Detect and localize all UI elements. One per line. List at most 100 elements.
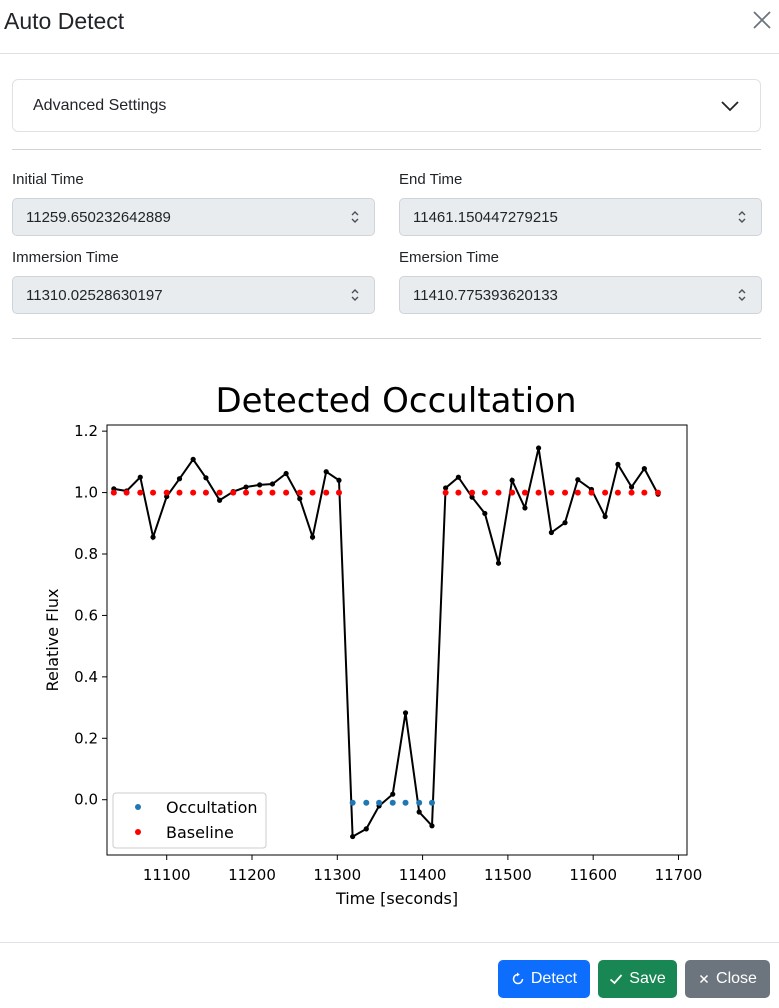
close-button[interactable]: Close [685,960,770,998]
flux-point [641,466,647,472]
flux-point [548,529,554,536]
x-icon [700,974,709,984]
close-button-label: Close [716,970,757,987]
flux-point [190,456,196,462]
flux-point [469,494,475,500]
baseline-point [641,489,648,496]
flux-point [297,496,303,502]
legend-box [112,792,267,849]
baseline-point [521,489,528,496]
end-time-input[interactable] [400,199,720,235]
baseline-point [535,489,542,496]
chart-title: Detected Occultation [215,381,576,421]
flux-point [416,809,422,815]
spinner-arrows-icon[interactable] [350,209,360,225]
baseline-point [614,489,621,496]
x-tick-label: 11300 [313,866,361,884]
emersion-time-field[interactable] [399,276,762,314]
y-tick-label: 0.4 [74,668,98,686]
flux-point [628,484,635,490]
y-axis-label: Relative Flux [43,589,62,692]
baseline-point [562,489,569,496]
legend-label-occultation: Occultation [166,798,258,817]
save-button[interactable]: Save [598,960,677,998]
baseline-point [481,489,488,496]
baseline-point [495,489,502,496]
baseline-point [548,489,555,496]
flux-point [509,477,515,483]
modal-header: Auto Detect [0,0,779,54]
baseline-point [588,489,595,496]
check-icon [610,974,623,985]
y-tick-label: 0.6 [74,606,98,624]
x-tick-label: 11700 [655,866,703,884]
baseline-point [455,489,462,496]
baseline-point [256,489,263,496]
baseline-point [296,489,303,496]
emersion-time-input[interactable] [400,277,720,313]
divider [12,338,761,339]
initial-time-input[interactable] [13,199,333,235]
legend-label-baseline: Baseline [166,823,234,842]
flux-point [283,470,289,477]
baseline-point [323,489,330,496]
baseline-point [163,489,170,496]
x-tick-label: 11500 [484,866,532,884]
advanced-settings-toggle[interactable]: Advanced Settings [12,79,761,132]
flux-point [323,469,329,475]
occultation-point [349,799,356,806]
end-time-label: End Time [399,171,463,188]
y-tick-label: 1.0 [74,484,98,502]
flux-point [495,560,502,566]
flux-point [390,791,396,797]
close-icon[interactable] [750,8,774,32]
baseline-point [442,489,449,496]
baseline-point [469,489,476,496]
detect-button[interactable]: Detect [498,960,590,998]
flux-point [269,481,276,487]
refresh-icon [512,972,524,985]
flux-point [257,482,263,488]
baseline-point [509,489,516,496]
flux-point [350,833,356,840]
flux-point [363,826,369,832]
legend-marker-occultation [135,804,141,810]
immersion-time-input[interactable] [13,277,333,313]
flux-point [203,475,209,481]
flux-point [176,476,183,482]
occultation-point [363,799,370,806]
baseline-point [150,489,157,496]
baseline-point [574,489,581,496]
y-tick-label: 0.8 [74,545,98,563]
baseline-point [309,489,316,496]
initial-time-field[interactable] [12,198,375,236]
chart-legend: Occultation Baseline [112,792,267,849]
immersion-time-field[interactable] [12,276,375,314]
save-button-label: Save [629,970,666,987]
baseline-point [655,489,661,496]
flux-point [137,474,143,480]
advanced-settings-label: Advanced Settings [33,97,167,114]
spinner-arrows-icon[interactable] [737,209,747,225]
flux-point [150,534,156,540]
flux-point [443,485,449,491]
flux-point [402,710,409,716]
flux-point [522,505,528,511]
baseline-point [110,489,117,496]
baseline-point [243,489,250,496]
flux-point [243,484,249,490]
occultation-point [416,799,423,806]
flux-point [482,510,488,517]
spinner-arrows-icon[interactable] [737,287,747,303]
flux-point [602,513,608,520]
occultation-point [402,799,409,806]
x-tick-label: 11600 [569,866,617,884]
baseline-point [230,489,237,496]
baseline-point [602,489,609,496]
emersion-time-label: Emersion Time [399,249,500,266]
end-time-field[interactable] [399,198,762,236]
detect-button-label: Detect [530,970,578,987]
y-tick-label: 0.2 [74,729,98,747]
modal-footer: Detect Save Close [0,942,779,1008]
spinner-arrows-icon[interactable] [350,287,360,303]
